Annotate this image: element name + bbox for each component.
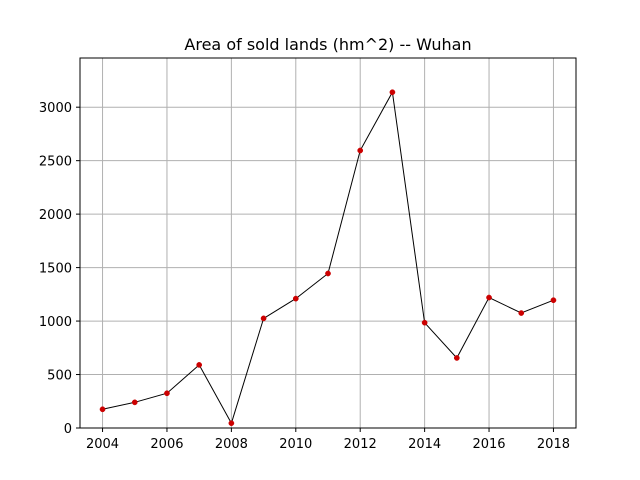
data-point (260, 315, 267, 322)
data-point (228, 420, 235, 427)
data-point (357, 147, 364, 154)
x-tick-label: 2008 (215, 437, 248, 452)
y-tick-label: 1500 (39, 262, 72, 277)
x-tick-label: 2004 (86, 437, 119, 452)
data-point (518, 310, 525, 316)
x-tick-label: 2014 (408, 437, 441, 452)
y-tick-label: 3000 (39, 101, 72, 116)
x-tick-label: 2006 (150, 437, 183, 452)
grid (80, 58, 576, 429)
y-tick-label: 2500 (39, 155, 72, 170)
series-line-layer (102, 90, 554, 425)
data-point (421, 319, 428, 326)
data-point (196, 362, 203, 368)
x-tick-label: 2016 (472, 437, 505, 452)
x-tick-label: 2010 (279, 437, 312, 452)
chart-title: Area of sold lands (hm^2) -- Wuhan (184, 35, 471, 54)
y-tick-label: 500 (47, 369, 72, 384)
data-point (453, 355, 460, 361)
data-point (164, 390, 170, 397)
data-point (486, 294, 492, 301)
axis-ticks: 2004 2006 2008 2010 2012 2014 2016 2018 0 500 1000… (39, 101, 570, 452)
x-tick-label: 2012 (344, 437, 377, 452)
series-line (102, 90, 554, 425)
data-point (389, 89, 396, 96)
x-tick-label: 2018 (537, 437, 570, 452)
y-tick-label: 2000 (39, 208, 72, 223)
data-point (99, 406, 106, 413)
data-points (99, 89, 557, 427)
plot-frame (79, 57, 577, 429)
data-point (292, 295, 299, 302)
y-tick-label: 1000 (39, 315, 72, 330)
y-tick-label: 0 (64, 422, 72, 437)
data-point (325, 270, 331, 277)
data-point (550, 297, 557, 304)
data-point (131, 399, 138, 406)
